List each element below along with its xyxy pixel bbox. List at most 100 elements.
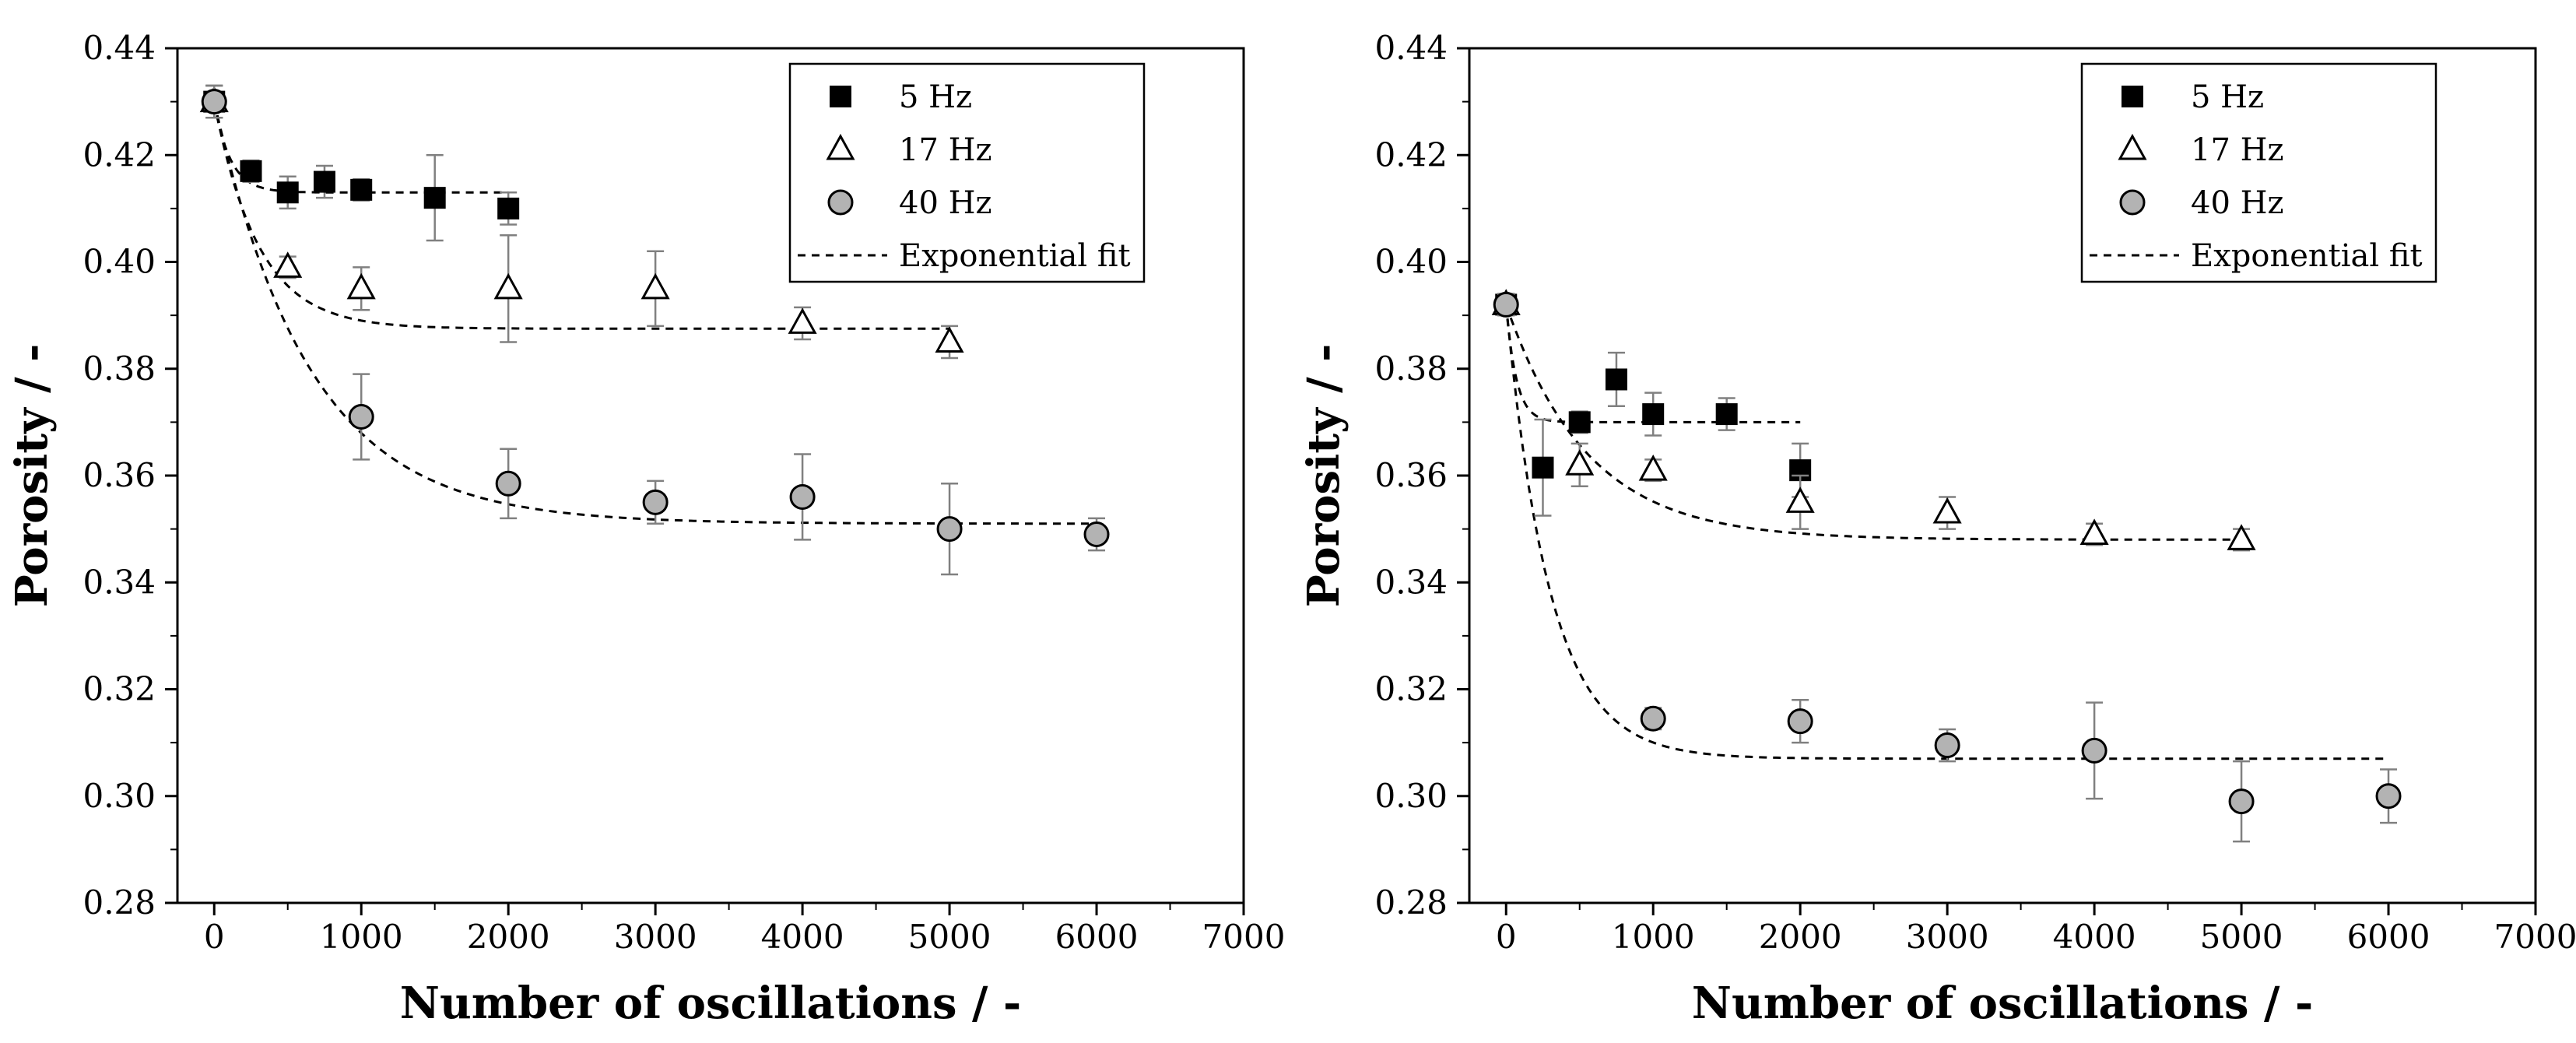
x-tick-label: 5000 xyxy=(908,918,991,956)
x-tick-label: 7000 xyxy=(1202,918,1286,956)
legend-marker-marker xyxy=(826,133,855,160)
data-point-marker xyxy=(313,170,335,193)
fit-curve-40hz xyxy=(1504,304,2388,760)
data-point-marker xyxy=(2228,788,2255,815)
y-tick-label: 0.28 xyxy=(1374,883,1448,922)
data-point-marker xyxy=(1715,403,1738,426)
y-tick-label: 0.32 xyxy=(1374,670,1448,708)
y-tick-label: 0.28 xyxy=(82,883,156,922)
legend-marker-marker xyxy=(2119,189,2146,216)
y-tick-label: 0.44 xyxy=(82,29,156,67)
data-point-marker xyxy=(495,470,521,497)
data-point-marker xyxy=(276,181,299,204)
legend-label: 40 Hz xyxy=(899,185,992,221)
data-point-marker xyxy=(1532,456,1554,479)
data-point-marker xyxy=(2375,783,2402,809)
chart-left-panel: 0 1000 2000 3000 4000 5000 6000 7000 0.28 0.30 0.3… xyxy=(6,29,1285,1029)
y-tick-label: 0.36 xyxy=(82,456,156,494)
data-point-marker xyxy=(1568,411,1591,434)
data-point-marker xyxy=(2081,737,2107,764)
data-point-marker xyxy=(788,307,817,334)
data-point-marker xyxy=(1934,732,1960,759)
y-tick-label: 0.42 xyxy=(82,135,156,174)
data-point-marker xyxy=(789,483,816,510)
data-point-marker xyxy=(1785,486,1815,513)
series-5hz xyxy=(1495,293,1812,517)
legend-marker-marker xyxy=(2118,133,2147,160)
legend: 5 Hz 17 Hz 40 Hz Exponential fit xyxy=(2080,62,2437,283)
data-point-marker xyxy=(936,516,963,543)
fit-curve-17hz xyxy=(212,101,950,330)
legend-fit-label: Exponential fit xyxy=(899,238,1131,274)
y-tick-label: 0.42 xyxy=(1374,135,1448,174)
data-point-marker xyxy=(423,187,446,209)
x-tick-label: 0 xyxy=(204,918,225,956)
y-tick-label: 0.44 xyxy=(1374,29,1448,67)
x-axis-title: Number of oscillations / - xyxy=(1692,978,2313,1029)
data-point-marker xyxy=(346,272,376,300)
data-point-marker xyxy=(640,272,670,300)
legend-fit-label: Exponential fit xyxy=(2191,238,2423,274)
data-point-marker xyxy=(2079,518,2109,545)
x-axis-title: Number of oscillations / - xyxy=(400,978,1021,1029)
data-point-marker xyxy=(240,160,262,182)
data-point-marker xyxy=(1565,449,1595,476)
legend-label: 5 Hz xyxy=(899,79,972,115)
data-point-marker xyxy=(493,272,523,300)
y-tick-label: 0.34 xyxy=(82,563,156,601)
legend-label: 17 Hz xyxy=(899,132,992,168)
data-point-marker xyxy=(1493,291,1519,318)
data-point-marker xyxy=(1932,497,1962,524)
data-point-marker xyxy=(1787,708,1813,735)
y-tick-label: 0.38 xyxy=(82,349,156,388)
y-tick-label: 0.40 xyxy=(82,243,156,281)
data-point-marker xyxy=(201,89,227,115)
series-17hz xyxy=(1491,289,2256,552)
y-tick-label: 0.30 xyxy=(1374,777,1448,815)
x-tick-label: 2000 xyxy=(1759,918,1842,956)
legend-marker-marker xyxy=(830,86,851,107)
x-tick-label: 7000 xyxy=(2494,918,2576,956)
y-axis-title: Porosity / - xyxy=(6,344,58,608)
data-point-marker xyxy=(1638,455,1668,481)
x-tick-label: 2000 xyxy=(467,918,550,956)
data-point-marker xyxy=(1642,403,1665,426)
series-40hz xyxy=(1493,291,2402,843)
x-tick-label: 6000 xyxy=(2347,918,2430,956)
series-5hz xyxy=(203,84,520,242)
x-tick-label: 0 xyxy=(1496,918,1517,956)
legend-marker-marker xyxy=(2122,86,2143,107)
data-point-marker xyxy=(1083,521,1110,547)
y-axis-title: Porosity / - xyxy=(1298,344,1349,608)
x-tick-label: 3000 xyxy=(1906,918,1989,956)
x-tick-label: 5000 xyxy=(2200,918,2283,956)
x-tick-label: 4000 xyxy=(761,918,844,956)
data-point-marker xyxy=(935,326,964,353)
fit-curve-17hz xyxy=(1504,304,2242,541)
y-tick-label: 0.32 xyxy=(82,670,156,708)
data-point-marker xyxy=(2227,524,2256,550)
chart-right-panel: 0 1000 2000 3000 4000 5000 6000 7000 0.28 0.30 0.3… xyxy=(1298,29,2576,1029)
legend-label: 5 Hz xyxy=(2191,79,2264,115)
y-tick-label: 0.38 xyxy=(1374,349,1448,388)
data-point-marker xyxy=(1640,705,1666,732)
y-tick-label: 0.34 xyxy=(1374,563,1448,601)
legend-marker-marker xyxy=(827,189,854,216)
legend: 5 Hz 17 Hz 40 Hz Exponential fit xyxy=(788,62,1146,283)
y-tick-label: 0.40 xyxy=(1374,243,1448,281)
legend-label: 40 Hz xyxy=(2191,185,2284,221)
data-point-marker xyxy=(350,178,373,201)
data-point-marker xyxy=(273,251,303,278)
data-point-marker xyxy=(642,489,669,515)
data-point-marker xyxy=(497,197,520,219)
x-tick-label: 1000 xyxy=(1612,918,1695,956)
x-tick-label: 3000 xyxy=(614,918,697,956)
x-tick-label: 1000 xyxy=(320,918,403,956)
legend-label: 17 Hz xyxy=(2191,132,2284,168)
data-point-marker xyxy=(1605,368,1627,391)
series-40hz xyxy=(201,84,1110,576)
x-tick-label: 4000 xyxy=(2053,918,2136,956)
y-tick-label: 0.36 xyxy=(1374,456,1448,494)
data-point-marker xyxy=(348,404,374,430)
